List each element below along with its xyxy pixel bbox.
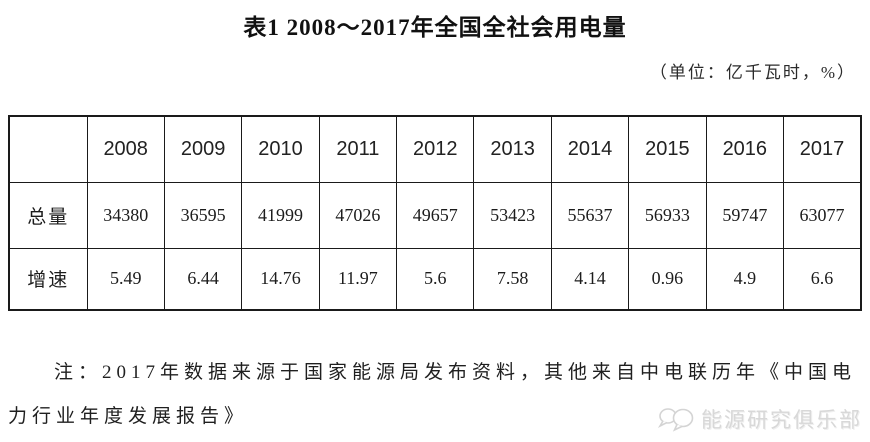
total-value: 36595 [163, 181, 243, 249]
growth-value: 6.44 [163, 247, 243, 311]
growth-value: 11.97 [318, 247, 398, 311]
source-note-line1: 注：2017年数据来源于国家能源局发布资料，其他来自中电联历年《中国电 [54, 362, 857, 383]
electricity-consumption-table: 2008 2009 2010 2011 2012 2013 2014 2015 … [8, 115, 862, 311]
source-note: 注：2017年数据来源于国家能源局发布资料，其他来自中电联历年《中国电 力行业年… [8, 351, 858, 439]
total-value: 56933 [628, 181, 707, 249]
total-value: 53423 [473, 181, 552, 249]
row-label-growth-rate: 增速 [8, 247, 88, 311]
growth-value: 4.9 [705, 247, 785, 311]
corner-cell [8, 115, 88, 183]
year-header-2012: 2012 [396, 115, 475, 183]
total-value: 63077 [783, 181, 862, 249]
year-header-2017: 2017 [783, 115, 862, 183]
growth-value: 5.49 [86, 247, 165, 311]
total-value: 41999 [241, 181, 320, 249]
year-header-2015: 2015 [628, 115, 707, 183]
table-row-growth-rate: 增速 5.49 6.44 14.76 11.97 5.6 7.58 4.14 0… [8, 247, 862, 311]
total-value: 59747 [705, 181, 785, 249]
total-value: 47026 [318, 181, 398, 249]
total-value: 55637 [550, 181, 630, 249]
total-value: 34380 [86, 181, 165, 249]
unit-note: （单位：亿千瓦时，%） [649, 63, 856, 82]
year-header-2011: 2011 [318, 115, 398, 183]
watermark-label: 能源研究俱乐部 [701, 409, 862, 432]
year-header-2010: 2010 [241, 115, 320, 183]
year-header-2013: 2013 [473, 115, 552, 183]
total-value: 49657 [396, 181, 475, 249]
growth-value: 7.58 [473, 247, 552, 311]
table-header-row: 2008 2009 2010 2011 2012 2013 2014 2015 … [8, 115, 862, 183]
growth-value: 5.6 [396, 247, 475, 311]
table-title: 表1 2008～2017年全国全社会用电量 [243, 15, 627, 40]
growth-value: 6.6 [783, 247, 862, 311]
source-note-line2: 力行业年度发展报告》 [8, 406, 249, 427]
year-header-2008: 2008 [86, 115, 165, 183]
year-header-2014: 2014 [550, 115, 630, 183]
chat-bubbles-icon [657, 405, 695, 433]
growth-value: 14.76 [241, 247, 320, 311]
year-header-2009: 2009 [163, 115, 243, 183]
year-header-2016: 2016 [705, 115, 785, 183]
growth-value: 4.14 [550, 247, 630, 311]
growth-value: 0.96 [628, 247, 707, 311]
watermark: 能源研究俱乐部 [657, 404, 862, 434]
table-row-total: 总量 34380 36595 41999 47026 49657 53423 5… [8, 181, 862, 249]
row-label-total: 总量 [8, 181, 88, 249]
